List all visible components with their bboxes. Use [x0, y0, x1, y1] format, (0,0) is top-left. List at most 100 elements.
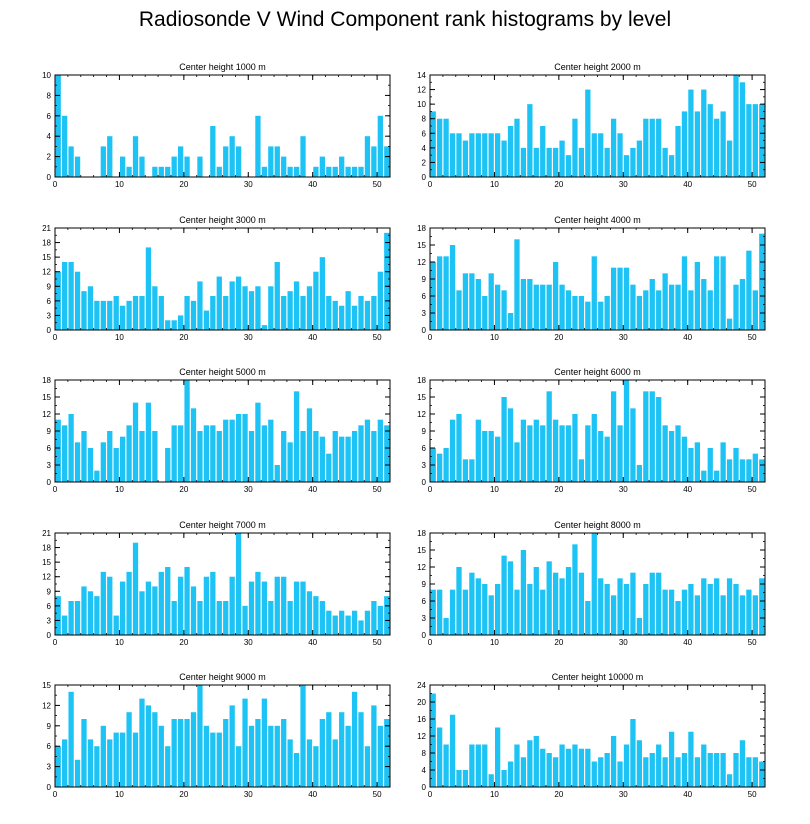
- bar: [643, 584, 649, 635]
- bar: [371, 705, 377, 787]
- bar: [501, 140, 507, 177]
- bar: [610, 736, 617, 787]
- y-tick-label: 12: [42, 268, 51, 277]
- x-tick-label: 50: [748, 790, 757, 799]
- bar: [300, 296, 306, 330]
- bar: [688, 731, 694, 787]
- y-tick-label: 15: [42, 558, 51, 567]
- y-tick-label: 9: [47, 587, 52, 596]
- bar: [158, 571, 164, 635]
- bar: [449, 589, 456, 635]
- bar: [488, 431, 494, 482]
- y-tick-label: 0: [47, 783, 52, 792]
- x-tick-label: 0: [53, 485, 58, 494]
- bar: [139, 156, 145, 177]
- bar: [255, 402, 261, 482]
- bar: [248, 581, 255, 635]
- bar: [319, 257, 325, 330]
- bar: [107, 576, 113, 635]
- bar: [87, 591, 94, 635]
- bar: [714, 118, 720, 177]
- bar: [281, 296, 287, 330]
- bar: [565, 567, 572, 635]
- bar: [74, 442, 81, 482]
- bar: [229, 576, 235, 635]
- y-tick-label: 6: [47, 112, 52, 121]
- y-tick-label: 15: [417, 241, 426, 250]
- bar: [591, 533, 597, 635]
- bar: [675, 757, 681, 787]
- bar: [488, 273, 494, 330]
- panel-title: Center height 1000 m: [179, 62, 266, 72]
- y-tick-label: 12: [417, 563, 426, 572]
- bar: [559, 140, 565, 177]
- bar: [306, 739, 313, 787]
- bar: [578, 459, 585, 482]
- bar: [268, 419, 274, 482]
- x-tick-label: 0: [428, 485, 433, 494]
- bar: [482, 584, 488, 635]
- bar: [94, 596, 100, 635]
- bar: [165, 448, 171, 482]
- bar: [714, 578, 720, 635]
- bar: [126, 571, 132, 635]
- bar: [668, 155, 675, 177]
- bar: [585, 425, 591, 482]
- bar: [507, 408, 514, 482]
- bar: [68, 601, 74, 635]
- bar: [107, 300, 113, 330]
- bar: [184, 156, 190, 177]
- bar: [319, 436, 325, 482]
- bar: [746, 104, 752, 177]
- bar: [482, 133, 488, 177]
- bar: [255, 115, 261, 177]
- bar: [546, 753, 552, 787]
- bar: [242, 698, 248, 787]
- bar: [268, 601, 274, 635]
- panel-7: Center height 7000 m 0 10 20 30 40 50 0 3 6 9 12 15 1…: [42, 520, 391, 647]
- bar: [675, 126, 681, 177]
- bar: [371, 146, 377, 177]
- bar: [171, 719, 177, 787]
- bar: [430, 589, 436, 635]
- bar: [520, 279, 527, 330]
- bar: [293, 753, 300, 787]
- bar: [443, 618, 449, 635]
- y-tick-label: 3: [422, 309, 427, 318]
- bar: [636, 296, 643, 330]
- y-tick-label: 4: [422, 766, 427, 775]
- bar: [384, 425, 390, 482]
- bar: [540, 748, 546, 787]
- bar: [701, 279, 707, 330]
- bar: [177, 425, 184, 482]
- bar: [623, 155, 630, 177]
- y-tick-label: 3: [422, 614, 427, 623]
- y-tick-label: 12: [42, 701, 51, 710]
- bar: [456, 133, 462, 177]
- bar: [152, 286, 158, 330]
- bar: [475, 744, 481, 787]
- x-tick-label: 30: [244, 485, 253, 494]
- bar: [437, 256, 443, 330]
- bar: [714, 470, 720, 482]
- y-tick-label: 0: [422, 478, 427, 487]
- bar: [759, 459, 765, 482]
- bar: [604, 296, 610, 330]
- bar: [726, 774, 733, 787]
- bar: [668, 731, 675, 787]
- y-tick-label: 6: [422, 597, 427, 606]
- bar: [274, 725, 280, 787]
- bar: [591, 761, 597, 787]
- bar: [210, 732, 216, 787]
- bar: [688, 290, 694, 330]
- bar: [739, 459, 746, 482]
- bar: [675, 284, 681, 330]
- x-tick-label: 50: [748, 638, 757, 647]
- bar: [132, 296, 139, 330]
- bar: [145, 247, 152, 330]
- bar: [662, 147, 668, 177]
- bar: [358, 296, 364, 330]
- bar: [235, 276, 242, 330]
- bar: [681, 436, 688, 482]
